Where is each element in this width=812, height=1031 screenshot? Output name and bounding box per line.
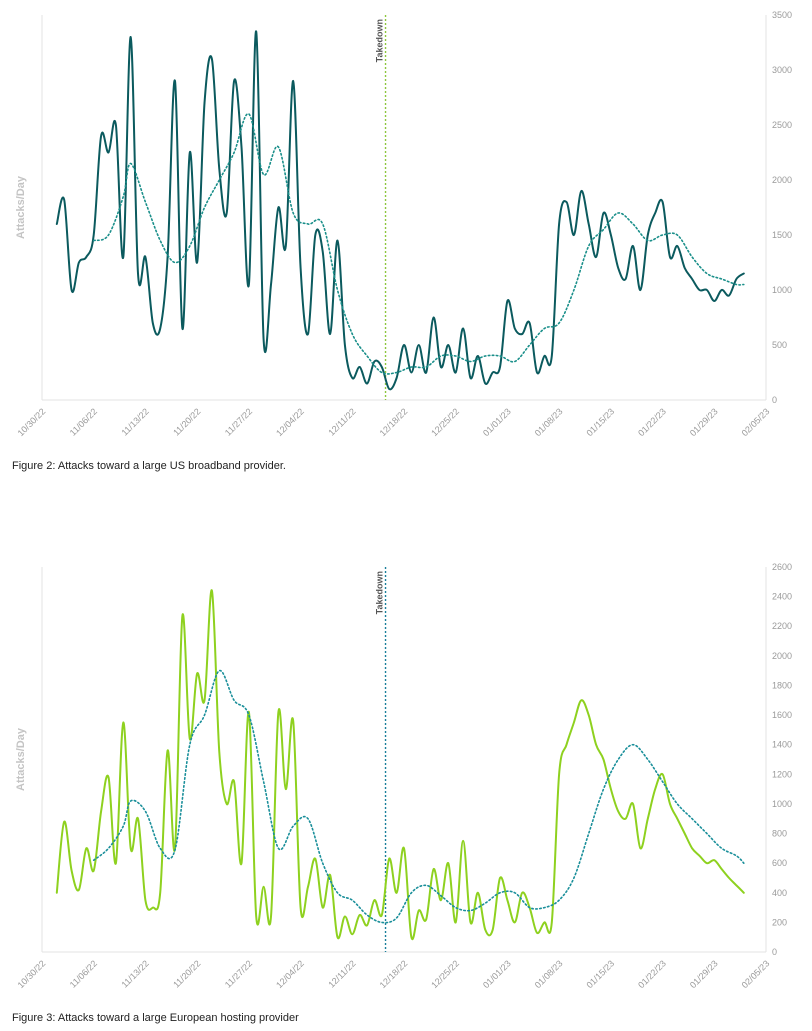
fig3-takedown-label: Takedown: [375, 571, 385, 614]
fig3-x-tick-label: 11/06/22: [68, 958, 99, 989]
figure-3-chart: 0 200 400 600 800 1000 1200 1400 1600 1800 2000 220…: [15, 562, 792, 990]
figure-2-plot: 0 500 1000 1500 2000 2500 3000 3500 10/30/22 11/0…: [15, 10, 792, 438]
fig2-y-tick-label: 2500: [772, 120, 792, 130]
fig3-daily-attacks-line: [55, 589, 745, 941]
fig2-x-tick-label: 11/06/22: [68, 406, 99, 437]
fig2-x-tick-label: 10/30/22: [16, 406, 48, 438]
fig2-x-tick-label: 01/15/23: [584, 406, 616, 438]
fig3-y-axis-title: Attacks/Day: [15, 727, 27, 791]
fig3-y-tick-label: 400: [772, 888, 787, 898]
fig3-y-tick-label: 1000: [772, 799, 792, 809]
fig2-moving-average-line: [92, 113, 745, 375]
fig2-x-tick-label: 01/22/23: [636, 406, 668, 438]
fig2-takedown-label: Takedown: [375, 19, 385, 62]
figure-3-plot: 0 200 400 600 800 1000 1200 1400 1600 1800 2000 220…: [15, 562, 792, 990]
fig3-x-tick-label: 11/13/22: [119, 958, 150, 989]
fig2-x-tick-label: 02/05/23: [740, 406, 772, 438]
fig3-moving-average-line: [92, 669, 745, 924]
fig3-x-tick-label: 01/01/23: [481, 958, 513, 990]
fig2-y-tick-label: 500: [772, 340, 787, 350]
fig3-x-tick-label: 01/22/23: [636, 958, 668, 990]
fig3-x-tick-label: 12/04/22: [274, 958, 306, 990]
fig2-daily-attacks-line: [55, 30, 745, 391]
fig2-x-tick-label: 11/27/22: [223, 406, 254, 437]
fig3-x-tick-label: 01/08/23: [533, 958, 565, 990]
fig3-x-tick-label: 02/05/23: [740, 958, 772, 990]
fig3-y-tick-label: 800: [772, 829, 787, 839]
fig3-y-tick-label: 2000: [772, 651, 792, 661]
fig2-x-tick-label: 01/29/23: [688, 406, 720, 438]
fig3-x-tick-label: 12/18/22: [378, 958, 410, 990]
fig2-x-tick-label: 01/01/23: [481, 406, 513, 438]
fig3-x-tick-label: 11/27/22: [223, 958, 254, 989]
fig2-y-tick-label: 1500: [772, 230, 792, 240]
fig2-x-tick-label: 01/08/23: [533, 406, 565, 438]
fig2-y-tick-label: 2000: [772, 175, 792, 185]
fig2-x-tick-label: 12/04/22: [274, 406, 306, 438]
fig2-x-tick-label: 11/20/22: [171, 406, 202, 437]
fig2-y-axis-title: Attacks/Day: [15, 175, 27, 239]
fig2-x-tick-label: 12/18/22: [378, 406, 410, 438]
fig3-x-tick-label: 01/15/23: [584, 958, 616, 990]
fig2-x-tick-label: 12/25/22: [429, 406, 461, 438]
fig3-y-tick-label: 0: [772, 947, 777, 957]
fig3-y-tick-label: 1200: [772, 769, 792, 779]
fig2-y-tick-label: 3500: [772, 10, 792, 20]
fig3-y-tick-label: 1800: [772, 680, 792, 690]
fig2-y-tick-label: 0: [772, 395, 777, 405]
fig3-y-tick-label: 1600: [772, 710, 792, 720]
fig3-x-tick-label: 01/29/23: [688, 958, 720, 990]
fig3-x-tick-label: 11/20/22: [171, 958, 202, 989]
fig3-x-tick-label: 12/11/22: [326, 958, 357, 989]
fig2-x-tick-label: 12/11/22: [326, 406, 357, 437]
fig2-y-tick-label: 1000: [772, 285, 792, 295]
fig3-y-tick-label: 2600: [772, 562, 792, 572]
fig3-y-tick-label: 200: [772, 917, 787, 927]
figure-3-caption: Figure 3: Attacks toward a large Europea…: [12, 1012, 299, 1024]
fig3-x-tick-label: 12/25/22: [429, 958, 461, 990]
fig3-y-tick-label: 1400: [772, 740, 792, 750]
fig3-y-tick-label: 2200: [772, 621, 792, 631]
figure-2-caption: Figure 2: Attacks toward a large US broa…: [12, 460, 286, 472]
fig2-y-tick-label: 3000: [772, 65, 792, 75]
fig3-y-tick-label: 600: [772, 858, 787, 868]
fig2-x-tick-label: 11/13/22: [119, 406, 150, 437]
fig3-x-tick-label: 10/30/22: [16, 958, 48, 990]
fig3-y-tick-label: 2400: [772, 592, 792, 602]
figure-2-chart: 0 500 1000 1500 2000 2500 3000 3500 10/30/22 11/0…: [15, 10, 792, 438]
